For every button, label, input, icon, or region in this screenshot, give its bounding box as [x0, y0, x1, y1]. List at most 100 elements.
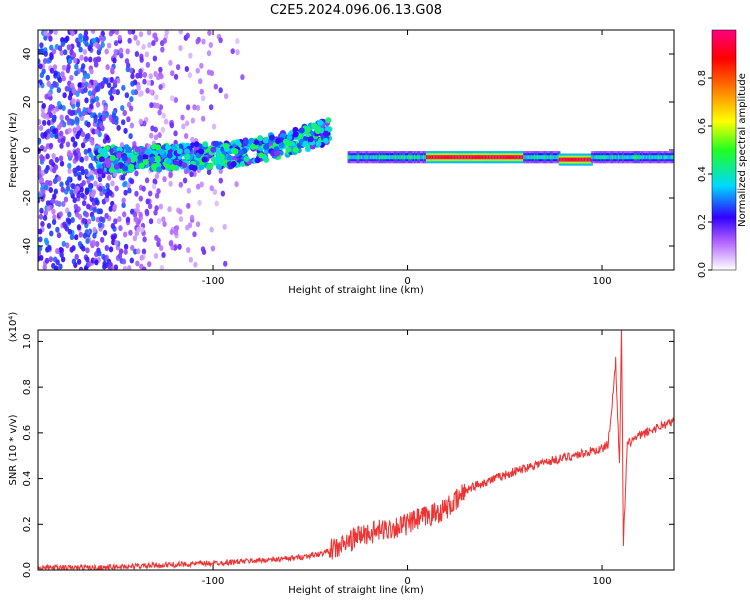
- heatmap-cell: [162, 37, 168, 44]
- snr-series-line: [38, 330, 674, 570]
- heatmap-cell: [118, 47, 124, 54]
- heatmap-cell: [58, 246, 63, 253]
- heatmap-cell: [56, 100, 62, 107]
- heatmap-cell: [100, 41, 105, 48]
- heatmap-cell: [135, 207, 141, 214]
- snr-y-axis-label: SNR (10 * v/v): [8, 414, 19, 485]
- heatmap-cell: [195, 67, 200, 74]
- heatmap-cell: [89, 174, 95, 181]
- heatmap-cell: [195, 183, 201, 190]
- heatmap-cell: [51, 208, 56, 215]
- spectrogram-x-axis-label: Height of straight line (km): [288, 285, 424, 296]
- heatmap-cell: [105, 182, 110, 189]
- heatmap-cell: [69, 189, 74, 196]
- heatmap-cell: [61, 64, 67, 71]
- heatmap-cell: [46, 205, 51, 212]
- heatmap-cell: [60, 256, 66, 263]
- heatmap-cell: [176, 148, 183, 155]
- heatmap-cell: [137, 91, 143, 98]
- heatmap-cell: [136, 84, 141, 91]
- heatmap-cell: [151, 163, 158, 170]
- heatmap-cell: [121, 258, 127, 265]
- heatmap-cell: [38, 125, 44, 132]
- heatmap-cell: [71, 98, 76, 105]
- colorbar-tick-label: 0.0: [697, 262, 708, 278]
- heatmap-cell: [44, 167, 49, 174]
- heatmap-cell: [87, 44, 92, 51]
- heatmap-cell: [108, 167, 115, 174]
- heatmap-cell: [46, 222, 52, 229]
- heatmap-cell: [76, 130, 81, 137]
- heatmap-cell: [169, 122, 175, 129]
- heatmap-cell: [213, 140, 220, 147]
- heatmap-cell: [78, 46, 83, 53]
- heatmap-cell: [80, 192, 85, 199]
- heatmap-cell: [101, 147, 108, 154]
- heatmap-cell: [76, 192, 81, 199]
- heatmap-cell: [148, 218, 154, 225]
- heatmap-cell: [197, 199, 202, 206]
- heatmap-cell: [38, 197, 41, 204]
- heatmap-cell: [95, 240, 100, 247]
- heatmap-cell: [83, 86, 88, 93]
- heatmap-cell: [58, 263, 63, 270]
- heatmap-cell: [129, 156, 136, 163]
- heatmap-cell: [168, 172, 173, 179]
- heatmap-cell: [67, 127, 72, 134]
- heatmap-cell: [192, 231, 197, 238]
- heatmap-cell: [108, 246, 114, 253]
- heatmap-cell: [113, 40, 119, 47]
- heatmap-cell: [112, 57, 117, 64]
- heatmap-cell: [155, 102, 160, 109]
- spectrogram-y-tick-label: 20: [22, 96, 33, 109]
- heatmap-cell: [88, 151, 93, 158]
- heatmap-cell: [104, 262, 109, 269]
- heatmap-cell: [83, 30, 89, 36]
- heatmap-cell: [112, 79, 117, 86]
- heatmap-cell: [73, 203, 79, 210]
- heatmap-cell: [43, 184, 49, 191]
- heatmap-cell: [48, 30, 54, 35]
- heatmap-cell: [127, 37, 132, 44]
- heatmap-cell: [201, 156, 208, 163]
- heatmap-cell: [151, 143, 158, 150]
- heatmap-cell: [39, 42, 44, 49]
- heatmap-cell: [135, 203, 140, 210]
- heatmap-cell: [184, 65, 190, 72]
- heatmap-cell: [92, 206, 97, 213]
- heatmap-cell: [40, 111, 46, 118]
- heatmap-cell: [173, 97, 179, 104]
- heatmap-cell: [97, 222, 103, 229]
- heatmap-cell: [79, 186, 84, 193]
- heatmap-cell: [106, 42, 112, 49]
- heatmap-cell: [45, 74, 51, 81]
- heatmap-cell: [55, 226, 60, 233]
- heatmap-cell: [206, 50, 212, 57]
- heatmap-cell: [91, 240, 96, 247]
- heatmap-cell: [120, 105, 125, 112]
- heatmap-cell: [173, 73, 179, 80]
- heatmap-cell: [113, 264, 119, 270]
- heatmap-cell: [240, 74, 245, 81]
- heatmap-cell: [91, 215, 96, 222]
- heatmap-cell: [82, 232, 88, 239]
- heatmap-cell: [184, 153, 191, 160]
- heatmap-cell: [88, 56, 93, 63]
- heatmap-cell: [57, 45, 63, 52]
- heatmap-cell: [144, 177, 150, 184]
- heatmap-cell: [230, 48, 235, 55]
- heatmap-cell: [190, 136, 195, 143]
- heatmap-cell: [74, 63, 79, 70]
- heatmap-cell: [51, 153, 56, 160]
- heatmap-cell: [158, 104, 164, 111]
- heatmap-cell: [232, 148, 239, 155]
- heatmap-cell: [38, 82, 41, 89]
- heatmap-cell: [130, 89, 136, 96]
- heatmap-cell: [80, 169, 86, 176]
- heatmap-cell: [96, 56, 102, 63]
- heatmap-cell: [71, 52, 77, 59]
- heatmap-cell: [111, 112, 117, 119]
- heatmap-cell: [80, 63, 86, 70]
- heatmap-cell: [73, 234, 79, 241]
- heatmap-cell: [186, 187, 191, 194]
